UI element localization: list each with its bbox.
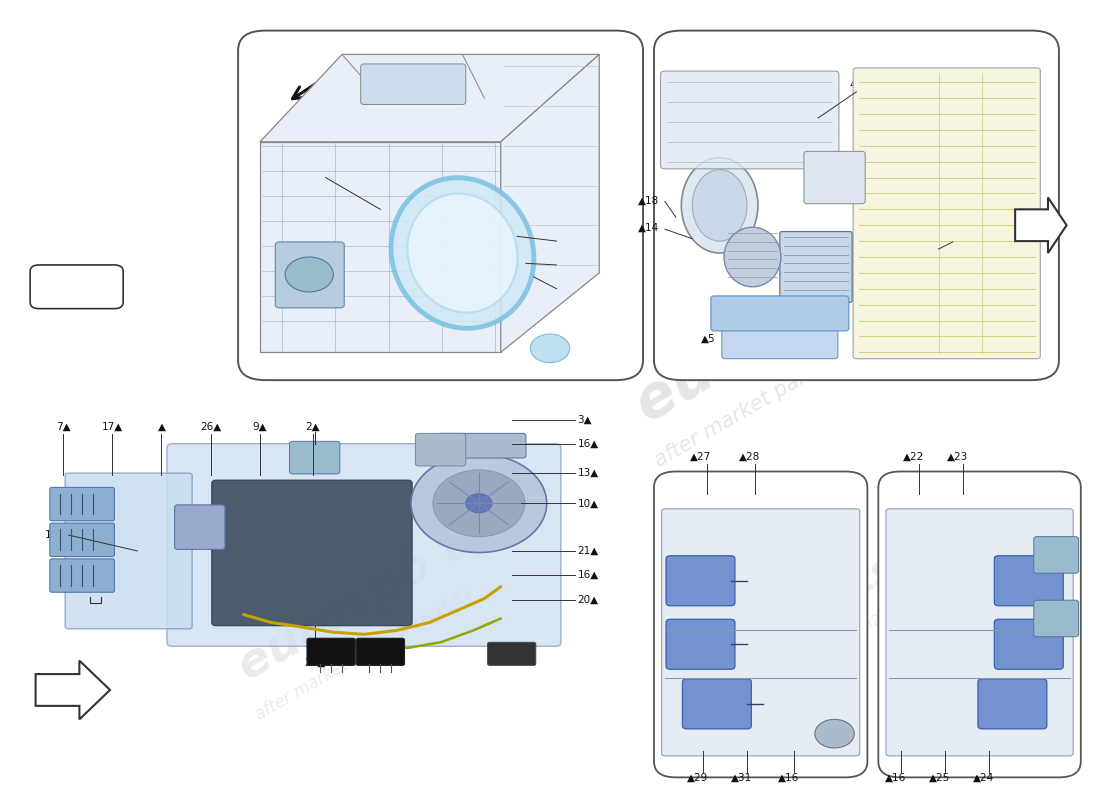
Circle shape <box>815 719 855 748</box>
Text: 16▲: 16▲ <box>578 438 598 449</box>
FancyBboxPatch shape <box>682 679 751 729</box>
FancyBboxPatch shape <box>289 442 340 474</box>
Polygon shape <box>1015 198 1067 253</box>
Text: after market parts since 1982: after market parts since 1982 <box>697 612 884 728</box>
FancyBboxPatch shape <box>660 71 839 169</box>
FancyBboxPatch shape <box>212 480 412 626</box>
Text: ▲19: ▲19 <box>747 334 769 343</box>
FancyBboxPatch shape <box>711 296 849 331</box>
FancyBboxPatch shape <box>978 679 1047 729</box>
FancyBboxPatch shape <box>307 638 355 666</box>
FancyBboxPatch shape <box>356 638 405 666</box>
FancyBboxPatch shape <box>1034 537 1079 573</box>
Polygon shape <box>260 54 600 142</box>
Polygon shape <box>260 142 500 352</box>
Text: ▲ = 1: ▲ = 1 <box>59 280 94 294</box>
Text: ▲31: ▲31 <box>730 773 752 783</box>
Text: ▲29: ▲29 <box>688 773 708 783</box>
Text: ▲27: ▲27 <box>691 452 712 462</box>
Text: 15▲: 15▲ <box>955 235 976 245</box>
FancyBboxPatch shape <box>804 151 866 204</box>
FancyBboxPatch shape <box>654 30 1059 380</box>
Text: 17▲: 17▲ <box>101 422 123 432</box>
Text: eurospô ts: eurospô ts <box>625 208 957 434</box>
Circle shape <box>411 454 547 553</box>
FancyBboxPatch shape <box>994 619 1064 670</box>
Text: ▲24: ▲24 <box>972 773 994 783</box>
FancyBboxPatch shape <box>666 556 735 606</box>
Text: 13▲: 13▲ <box>578 468 598 478</box>
Text: 11▲: 11▲ <box>559 255 580 265</box>
FancyBboxPatch shape <box>416 434 465 466</box>
FancyBboxPatch shape <box>487 642 536 666</box>
Text: 9▲: 9▲ <box>253 422 267 432</box>
Text: 30▲: 30▲ <box>305 167 326 178</box>
Text: ▲16: ▲16 <box>886 773 906 783</box>
Polygon shape <box>500 54 600 352</box>
Text: ▲5: ▲5 <box>702 334 716 343</box>
Text: 2▲: 2▲ <box>305 422 320 432</box>
Text: ▲22: ▲22 <box>903 452 924 462</box>
Text: ▲: ▲ <box>157 422 165 432</box>
FancyBboxPatch shape <box>65 473 192 629</box>
Text: 4▲: 4▲ <box>849 80 864 90</box>
Text: ▲16: ▲16 <box>778 773 800 783</box>
Text: 26▲: 26▲ <box>200 422 221 432</box>
FancyBboxPatch shape <box>167 444 561 646</box>
Text: 3▲: 3▲ <box>578 415 592 425</box>
Text: 20▲: 20▲ <box>578 595 598 605</box>
FancyBboxPatch shape <box>661 509 860 756</box>
Ellipse shape <box>692 170 747 241</box>
FancyBboxPatch shape <box>878 471 1081 778</box>
Circle shape <box>465 494 492 513</box>
FancyBboxPatch shape <box>854 68 1041 358</box>
Text: ▲6: ▲6 <box>805 334 820 343</box>
FancyBboxPatch shape <box>30 265 123 309</box>
Ellipse shape <box>407 194 517 313</box>
Ellipse shape <box>681 158 758 253</box>
FancyBboxPatch shape <box>780 231 852 302</box>
Text: 12▲: 12▲ <box>45 530 66 540</box>
FancyBboxPatch shape <box>1034 600 1079 637</box>
Text: 16▲: 16▲ <box>559 231 580 241</box>
Text: ▲28: ▲28 <box>738 452 760 462</box>
FancyBboxPatch shape <box>666 619 735 670</box>
FancyBboxPatch shape <box>175 505 224 550</box>
Circle shape <box>285 257 333 292</box>
FancyBboxPatch shape <box>50 559 114 592</box>
Text: ▲14: ▲14 <box>638 223 659 233</box>
Text: 21▲: 21▲ <box>304 658 326 668</box>
Circle shape <box>433 470 525 537</box>
Text: eurospô ts: eurospô ts <box>230 507 498 690</box>
FancyBboxPatch shape <box>654 471 868 778</box>
Ellipse shape <box>390 178 534 328</box>
Text: 8▲: 8▲ <box>559 278 573 289</box>
FancyBboxPatch shape <box>361 64 465 105</box>
Text: after market parts since 1982: after market parts since 1982 <box>651 298 931 470</box>
FancyBboxPatch shape <box>886 509 1074 756</box>
FancyBboxPatch shape <box>994 556 1064 606</box>
Text: eurospô ts: eurospô ts <box>680 547 902 698</box>
FancyBboxPatch shape <box>438 434 526 458</box>
Text: 16▲: 16▲ <box>578 570 598 580</box>
Text: 21▲: 21▲ <box>578 546 598 556</box>
FancyBboxPatch shape <box>50 487 114 521</box>
Text: ▲23: ▲23 <box>946 452 968 462</box>
Text: after market parts since 1982: after market parts since 1982 <box>252 584 476 724</box>
Text: ▲18: ▲18 <box>638 195 659 206</box>
FancyBboxPatch shape <box>275 242 344 308</box>
FancyBboxPatch shape <box>722 324 838 358</box>
Polygon shape <box>35 661 110 719</box>
FancyBboxPatch shape <box>50 523 114 557</box>
Circle shape <box>530 334 570 362</box>
Ellipse shape <box>724 227 781 286</box>
Text: ▲25: ▲25 <box>930 773 950 783</box>
FancyBboxPatch shape <box>238 30 644 380</box>
Text: 7▲: 7▲ <box>56 422 70 432</box>
Text: 10▲: 10▲ <box>578 498 598 508</box>
